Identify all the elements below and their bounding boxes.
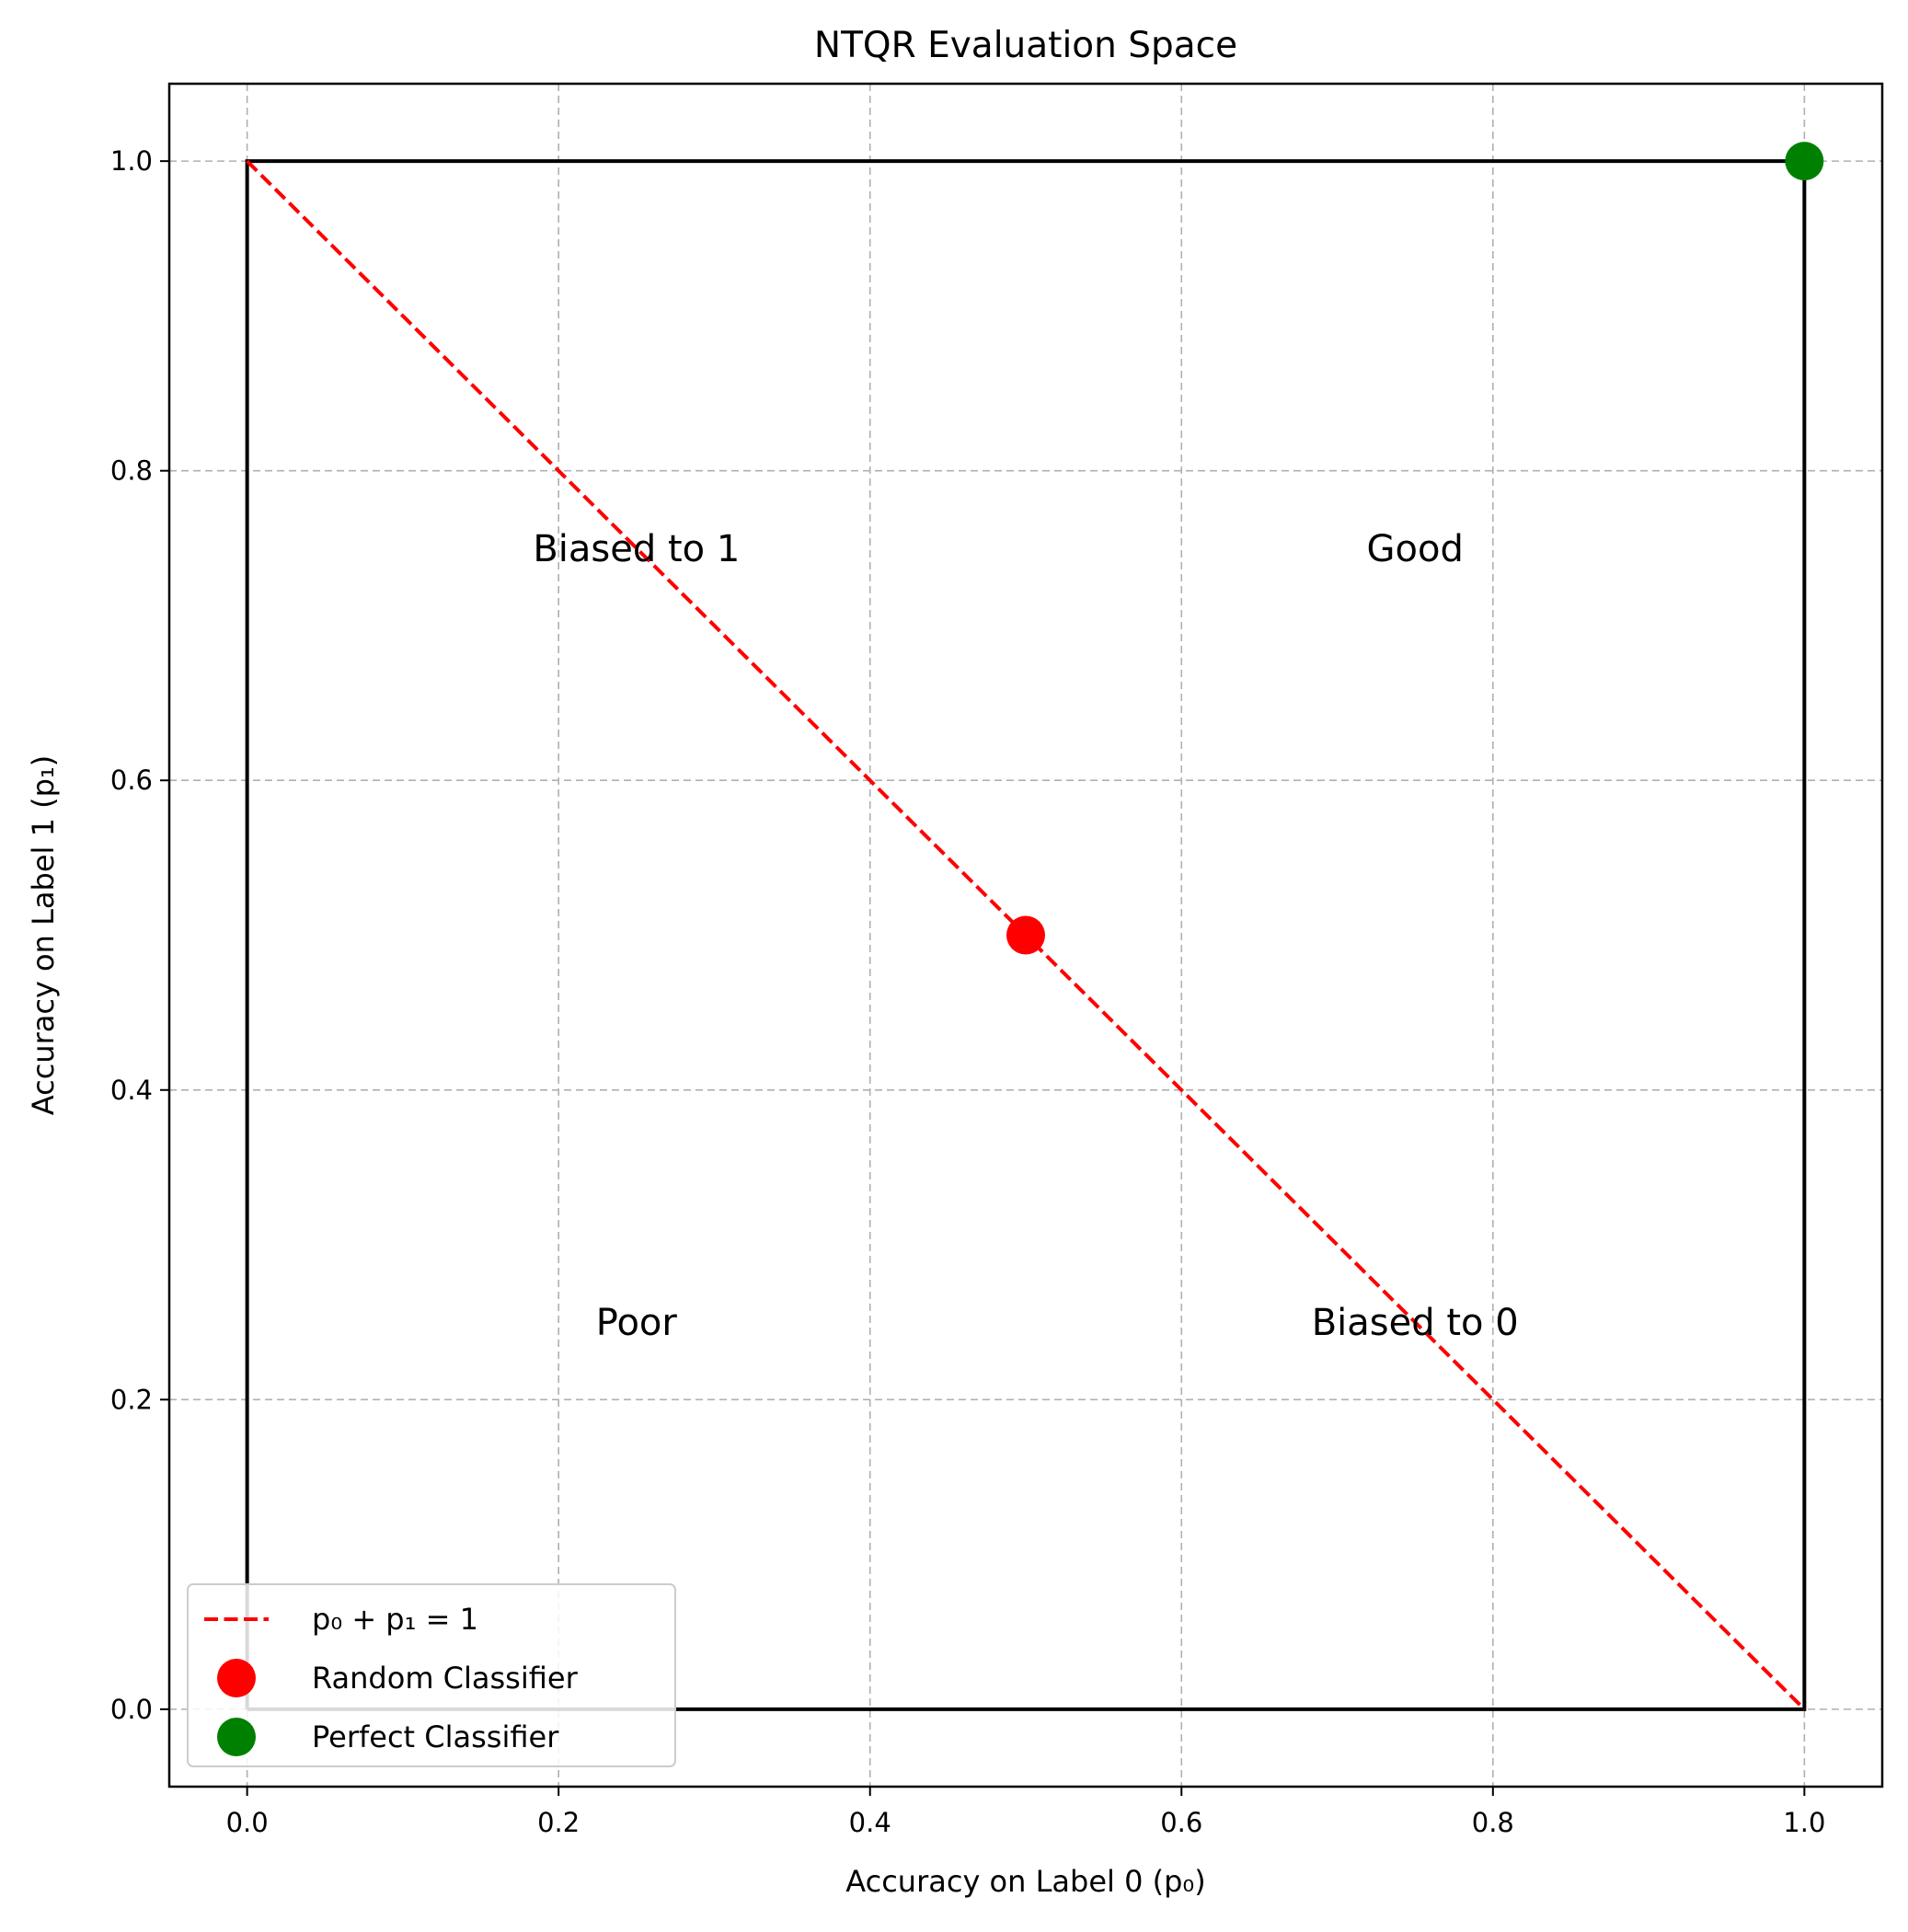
series-layer — [246, 142, 1824, 1711]
legend-swatch-2 — [217, 1718, 256, 1756]
y-tick-label-2: 0.4 — [110, 1075, 153, 1106]
legend-label-0: p₀ + p₁ = 1 — [312, 1602, 478, 1637]
legend-box — [187, 1583, 676, 1767]
series-point-1-0 — [1006, 915, 1045, 955]
region-label-1: Good — [1367, 528, 1464, 570]
plot-frame — [167, 82, 1884, 1788]
y-tick-label-0: 0.0 — [110, 1694, 153, 1725]
axis-ticks: 0.0 0.2 0.4 0.6 0.8 1.0 0.0 0.2 0.4 0.6 0.8 1.0 — [110, 145, 1826, 1838]
region-label-0: Biased to 1 — [533, 528, 740, 570]
chart-title: NTQR Evaluation Space — [814, 25, 1237, 66]
region-annotations: Biased to 1 Good Poor Biased to 0 — [533, 528, 1518, 1344]
y-axis-label: Accuracy on Label 1 (p₁) — [26, 755, 61, 1115]
y-tick-label-4: 0.8 — [110, 455, 153, 487]
legend-swatch-1 — [217, 1659, 256, 1697]
y-tick-label-5: 1.0 — [110, 145, 153, 177]
y-tick-label-1: 0.2 — [110, 1384, 153, 1415]
x-tick-label-4: 0.8 — [1472, 1807, 1514, 1838]
x-tick-label-5: 1.0 — [1783, 1807, 1825, 1838]
legend-label-2: Perfect Classifier — [312, 1719, 559, 1754]
region-label-2: Poor — [596, 1302, 678, 1344]
series-point-2-0 — [1785, 142, 1824, 181]
x-tick-label-2: 0.4 — [849, 1807, 891, 1838]
x-axis-label: Accuracy on Label 0 (p₀) — [845, 1864, 1205, 1899]
region-label-3: Biased to 0 — [1312, 1302, 1519, 1344]
legend: p₀ + p₁ = 1 Random Classifier Perfect Clas… — [187, 1583, 676, 1767]
x-tick-label-1: 0.2 — [537, 1807, 580, 1838]
legend-label-1: Random Classifier — [312, 1661, 579, 1696]
x-tick-label-3: 0.6 — [1160, 1807, 1202, 1838]
y-tick-label-3: 0.6 — [110, 765, 153, 796]
x-tick-label-0: 0.0 — [226, 1807, 269, 1838]
